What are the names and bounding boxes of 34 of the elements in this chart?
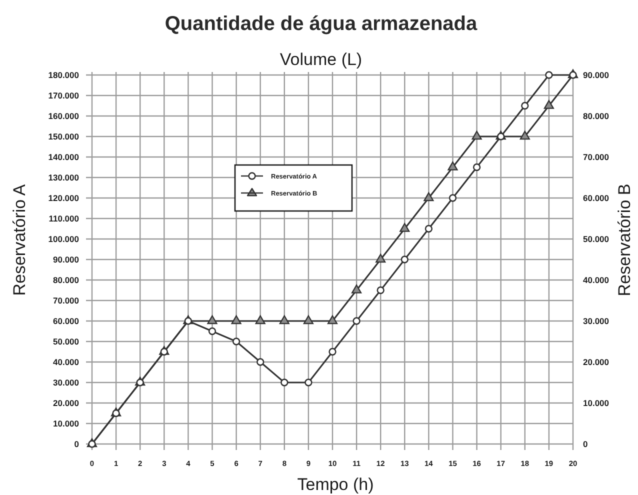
y-tick-label: 20.000 — [53, 398, 80, 408]
chart-title: Quantidade de água armazenada — [164, 13, 478, 35]
y2-tick-label: 0 — [583, 439, 588, 449]
y2-tick-label: 90.000 — [583, 70, 610, 80]
y-tick-label: 160.000 — [48, 111, 80, 121]
y2-tick-label: 80.000 — [583, 111, 610, 121]
y2-tick-label: 30.000 — [583, 316, 610, 326]
y-tick-label: 180.000 — [48, 70, 80, 80]
y-tick-label: 90.000 — [53, 254, 80, 264]
y-tick-label: 100.000 — [48, 234, 80, 244]
y-tick-label: 140.000 — [48, 152, 80, 162]
y-tick-label: 0 — [74, 439, 80, 449]
y-tick-label: 120.000 — [48, 193, 80, 203]
y-tick-label: 150.000 — [48, 132, 80, 142]
y2-tick-label: 40.000 — [583, 275, 610, 285]
y-axis-title: Reservatório A — [10, 184, 29, 296]
y-tick-label: 30.000 — [53, 378, 80, 388]
y-tick-label: 170.000 — [48, 90, 80, 100]
y2-axis-title: Reservatório B — [615, 184, 634, 296]
y-tick-label: 50.000 — [53, 336, 80, 346]
chart-subtitle: Volume (L) — [280, 50, 362, 69]
y-tick-label: 60.000 — [53, 316, 80, 326]
y-tick-label: 10.000 — [53, 418, 80, 428]
y-tick-label: 80.000 — [53, 275, 80, 285]
x-axis-title: Tempo (h) — [297, 475, 374, 494]
y2-tick-label: 60.000 — [583, 193, 610, 203]
y2-tick-label: 70.000 — [583, 152, 610, 162]
y-tick-label: 40.000 — [53, 357, 80, 367]
y2-tick-label: 20.000 — [583, 357, 610, 367]
y2-tick-label: 10.000 — [583, 398, 610, 408]
y-tick-label: 70.000 — [53, 296, 80, 306]
y-tick-label: 110.000 — [48, 214, 80, 224]
y2-tick-label: 50.000 — [583, 234, 610, 244]
y-tick-label: 130.000 — [48, 172, 80, 182]
